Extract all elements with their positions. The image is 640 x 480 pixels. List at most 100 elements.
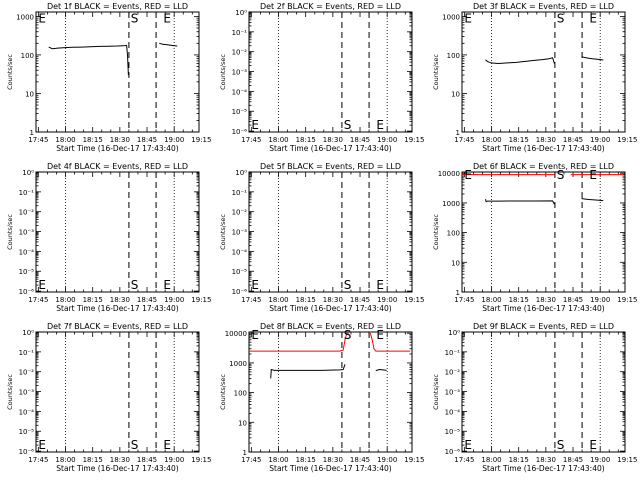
x-axis-label: Start Time (16-Dec-17 17:43:40) [56, 464, 178, 473]
x-tick-label: 19:15 [617, 296, 637, 304]
y-axis-label: Counts/sec [432, 54, 440, 90]
x-tick-label: 19:15 [404, 136, 424, 144]
event-marker-label: E [38, 278, 46, 292]
panel-title: Det 6f BLACK = Events, RED = LLD [473, 162, 614, 171]
y-tick-label: 10⁻¹ [232, 189, 248, 197]
event-marker-label: E [251, 278, 259, 292]
y-axis-label: Counts/sec [219, 374, 227, 410]
x-tick-label: 18:15 [509, 296, 529, 304]
x-tick-label: 17:45 [28, 456, 48, 464]
event-marker-label: E [589, 168, 597, 182]
y-tick-label: 10⁻⁶ [19, 288, 35, 296]
y-tick-label: 10⁻⁶ [232, 288, 248, 296]
x-tick-label: 18:15 [83, 136, 103, 144]
y-tick-label: 10⁻⁵ [232, 108, 248, 116]
panel-det-8: Det 8f BLACK = Events, RED = LLD 1 10 100 10… [219, 322, 424, 473]
y-tick-label: 100 [447, 230, 460, 238]
plot-frame [461, 171, 626, 293]
y-tick-label: 10⁻⁵ [19, 428, 35, 436]
y-axis-label: Counts/sec [6, 374, 14, 410]
y-tick-label: 1000 [442, 13, 460, 21]
y-tick-label: 10⁻⁵ [232, 268, 248, 276]
x-tick-label: 18:45 [137, 456, 157, 464]
y-tick-label: 10 [451, 90, 460, 98]
event-marker-label: E [464, 11, 472, 25]
y-tick-label: 10⁻² [232, 209, 248, 217]
series-line [159, 42, 178, 47]
x-tick-label: 17:45 [241, 136, 261, 144]
x-tick-label: 19:00 [377, 456, 397, 464]
x-tick-label: 17:45 [28, 136, 48, 144]
x-tick-label: 18:00 [55, 296, 75, 304]
event-marker-label: E [376, 328, 384, 342]
y-axis-label: Counts/sec [432, 214, 440, 250]
series-line [48, 44, 127, 50]
y-tick-label: 10⁻² [445, 369, 461, 377]
panel-title: Det 1f BLACK = Events, RED = LLD [47, 2, 188, 11]
x-tick-label: 18:45 [563, 456, 583, 464]
event-marker-label: S [557, 11, 565, 25]
x-tick-label: 18:15 [509, 136, 529, 144]
x-axis-label: Start Time (16-Dec-17 17:43:40) [269, 304, 391, 313]
x-tick-label: 19:00 [164, 296, 184, 304]
y-tick-label: 1000 [16, 13, 34, 21]
x-tick-label: 17:45 [241, 456, 261, 464]
x-axis-label: Start Time (16-Dec-17 17:43:40) [482, 304, 604, 313]
y-tick-label: 10⁻⁴ [445, 408, 461, 416]
y-tick-label: 10⁻¹ [19, 349, 35, 357]
x-tick-label: 17:45 [454, 456, 474, 464]
panel-det-6: Det 6f BLACK = Events, RED = LLD 1 10 100 10… [432, 162, 637, 313]
x-tick-label: 18:30 [536, 296, 556, 304]
x-tick-label: 18:30 [110, 456, 130, 464]
y-tick-label: 10 [451, 259, 460, 267]
x-axis-label: Start Time (16-Dec-17 17:43:40) [56, 144, 178, 153]
plot-frame [35, 11, 200, 133]
y-axis-label: Counts/sec [432, 374, 440, 410]
y-tick-label: 100 [234, 390, 247, 398]
series-line [249, 332, 349, 352]
y-tick-label: 10 [238, 419, 247, 427]
plot-frame [461, 11, 626, 133]
x-tick-label: 18:00 [481, 296, 501, 304]
event-marker-label: E [376, 278, 384, 292]
event-marker-label: E [163, 278, 171, 292]
y-tick-label: 10⁻⁵ [445, 428, 461, 436]
event-marker-label: E [464, 168, 472, 182]
y-tick-label: 10⁻² [19, 369, 35, 377]
plot-frame [248, 331, 413, 453]
event-marker-label: S [344, 118, 352, 132]
x-tick-label: 18:00 [268, 136, 288, 144]
series-line [369, 333, 411, 352]
series-line [485, 57, 555, 65]
plot-frame [461, 331, 626, 453]
y-tick-label: 1000 [229, 360, 247, 368]
x-tick-label: 18:30 [110, 136, 130, 144]
x-tick-label: 18:15 [296, 296, 316, 304]
x-tick-label: 19:15 [617, 136, 637, 144]
y-tick-label: 10⁻¹ [19, 189, 35, 197]
x-tick-label: 18:45 [563, 136, 583, 144]
y-tick-label: 10⁻⁵ [19, 268, 35, 276]
event-marker-label: E [163, 11, 171, 25]
panel-det-4: Det 4f BLACK = Events, RED = LLD 10⁰ 10⁻¹ 1… [6, 162, 211, 313]
panel-det-2: Det 2f BLACK = Events, RED = LLD 10⁰ 10⁻¹ 1… [219, 2, 424, 153]
panel-det-3: Det 3f BLACK = Events, RED = LLD 1 10 100 10… [432, 2, 637, 153]
y-tick-label: 10⁻⁶ [19, 448, 35, 456]
x-tick-label: 19:00 [590, 136, 610, 144]
event-marker-label: E [38, 438, 46, 452]
y-tick-label: 10000 [438, 170, 460, 178]
y-tick-label: 10⁰ [448, 329, 460, 337]
x-tick-label: 18:15 [83, 296, 103, 304]
series-line [485, 198, 555, 205]
x-tick-label: 18:45 [350, 456, 370, 464]
y-tick-label: 100 [21, 52, 34, 60]
y-tick-label: 10⁰ [22, 329, 34, 337]
x-tick-label: 18:00 [55, 136, 75, 144]
x-tick-label: 19:00 [164, 136, 184, 144]
y-tick-label: 10⁰ [22, 169, 34, 177]
panel-det-9: Det 9f BLACK = Events, RED = LLD 10⁰ 10⁻¹ 1… [432, 322, 637, 473]
x-tick-label: 17:45 [454, 296, 474, 304]
event-marker-label: S [131, 438, 139, 452]
event-marker-label: E [163, 438, 171, 452]
y-tick-label: 1 [456, 289, 460, 297]
